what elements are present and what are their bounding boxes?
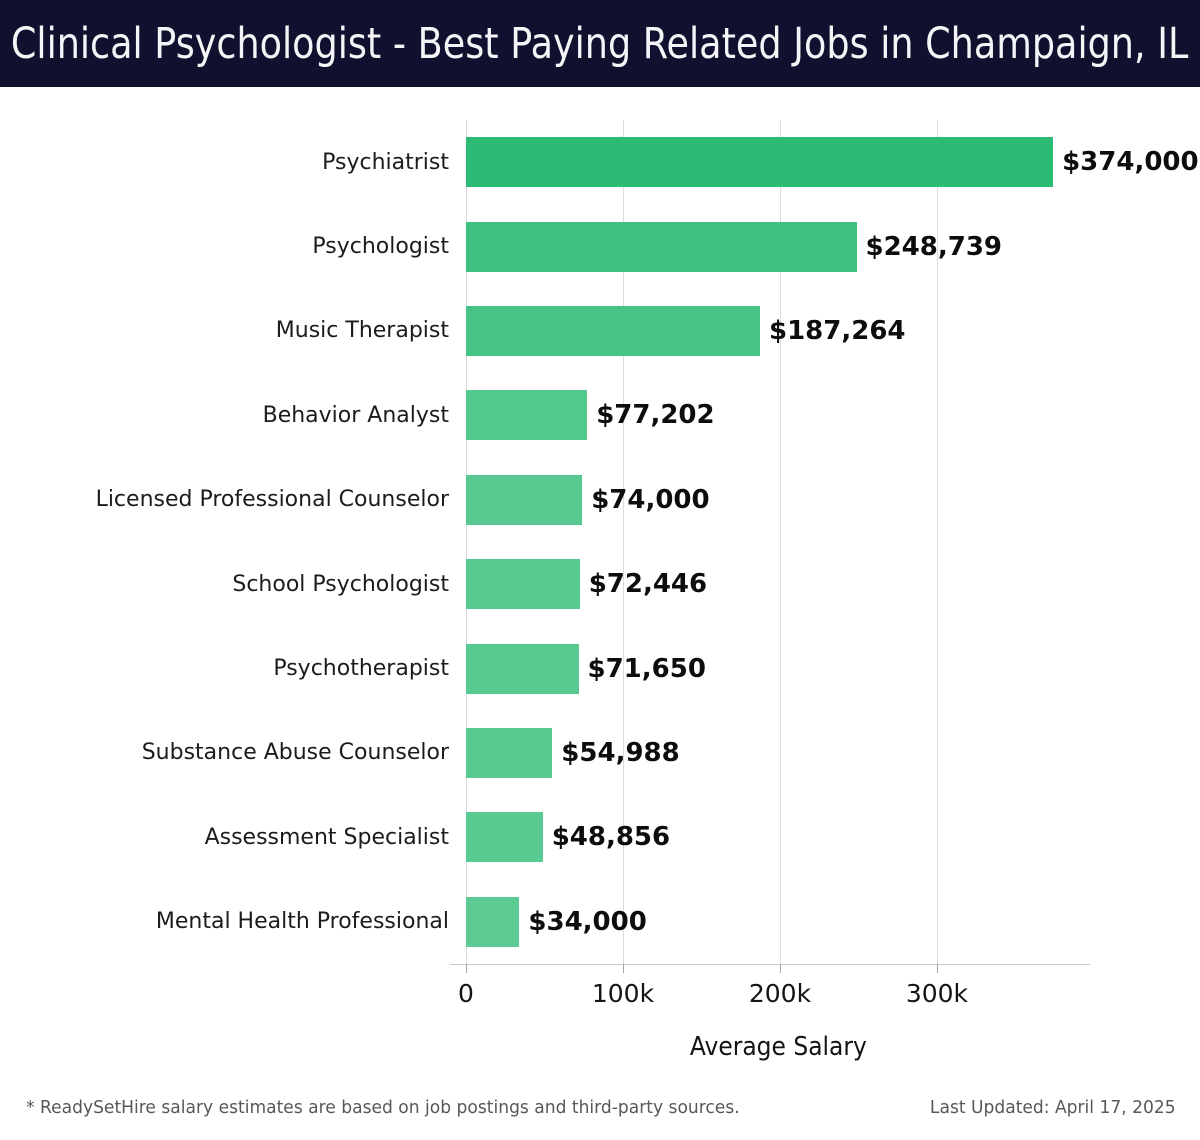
plot-cell: $71,650: [466, 626, 1200, 710]
chart-row: Mental Health Professional $34,000: [0, 880, 1200, 964]
category-label: School Psychologist: [232, 571, 449, 597]
plot-cell: $72,446: [466, 542, 1200, 626]
value-label: $374,000: [1062, 147, 1199, 178]
chart-row: Behavior Analyst $77,202: [0, 373, 1200, 457]
plot-cell: $34,000: [466, 880, 1200, 964]
chart-row: School Psychologist $72,446: [0, 542, 1200, 626]
value-label: $71,650: [587, 653, 706, 684]
bar: [466, 221, 857, 272]
value-label: $48,856: [551, 822, 671, 853]
value-label: $72,446: [588, 569, 708, 600]
value-label: $54,988: [561, 737, 680, 768]
bar: [466, 643, 579, 694]
category-label: Psychologist: [312, 234, 449, 260]
bar: [466, 727, 553, 778]
value-label: $74,000: [591, 484, 710, 515]
page-title: Clinical Psychologist - Best Paying Rela…: [11, 18, 1189, 69]
value-label: $187,264: [769, 315, 906, 346]
plot-cell: $374,000: [466, 120, 1200, 204]
x-tick-label: 300k: [905, 979, 969, 1008]
category-label: Behavior Analyst: [262, 402, 449, 428]
tick-mark: [779, 964, 781, 973]
category-label: Licensed Professional Counselor: [95, 487, 449, 513]
chart-row: Substance Abuse Counselor $54,988: [0, 711, 1200, 795]
value-label: $248,739: [865, 231, 1003, 262]
chart-row: Psychotherapist $71,650: [0, 626, 1200, 710]
plot-cell: $48,856: [466, 795, 1200, 879]
plot-cell: $54,988: [466, 711, 1200, 795]
tick-mark: [466, 964, 467, 973]
category-label: Substance Abuse Counselor: [141, 740, 449, 766]
plot-cell: $248,739: [466, 204, 1200, 288]
category-label: Psychotherapist: [273, 656, 449, 682]
bar-rows: Psychiatrist $374,000 Psychologist $248,739…: [0, 120, 1200, 964]
footer: * ReadySetHire salary estimates are base…: [26, 1097, 1176, 1118]
x-axis-line: [450, 964, 1090, 965]
category-label: Psychiatrist: [322, 149, 449, 175]
bar: [466, 137, 1054, 188]
bar: [466, 305, 760, 356]
gridline: [936, 120, 938, 964]
plot-cell: $187,264: [466, 289, 1200, 373]
category-label: Assessment Specialist: [204, 824, 449, 850]
x-tick-label: 100k: [591, 979, 655, 1008]
gridline: [466, 120, 467, 964]
x-tick-label: 200k: [748, 979, 812, 1008]
category-label: Music Therapist: [275, 318, 449, 344]
tick-mark: [936, 964, 938, 973]
footer-note: * ReadySetHire salary estimates are base…: [26, 1097, 740, 1118]
title-bar: Clinical Psychologist - Best Paying Rela…: [0, 0, 1200, 87]
bar: [466, 474, 583, 525]
bar: [466, 559, 580, 610]
bar-chart: Psychiatrist $374,000 Psychologist $248,739…: [0, 87, 1200, 1140]
plot-cell: $74,000: [466, 458, 1200, 542]
bar: [466, 896, 520, 947]
value-label: $77,202: [596, 400, 715, 431]
value-label: $34,000: [528, 906, 647, 937]
gridline: [622, 120, 624, 964]
x-axis-title: Average Salary: [689, 1032, 867, 1062]
footer-last-updated: Last Updated: April 17, 2025: [930, 1097, 1176, 1118]
chart-row: Assessment Specialist $48,856: [0, 795, 1200, 879]
bar: [466, 812, 543, 863]
x-tick-label: 0: [458, 979, 474, 1008]
bar: [466, 390, 588, 441]
chart-row: Licensed Professional Counselor $74,000: [0, 458, 1200, 542]
gridline: [779, 120, 781, 964]
chart-row: Psychologist $248,739: [0, 204, 1200, 288]
tick-mark: [622, 964, 624, 973]
plot-cell: $77,202: [466, 373, 1200, 457]
chart-row: Psychiatrist $374,000: [0, 120, 1200, 204]
category-label: Mental Health Professional: [155, 909, 449, 935]
chart-row: Music Therapist $187,264: [0, 289, 1200, 373]
